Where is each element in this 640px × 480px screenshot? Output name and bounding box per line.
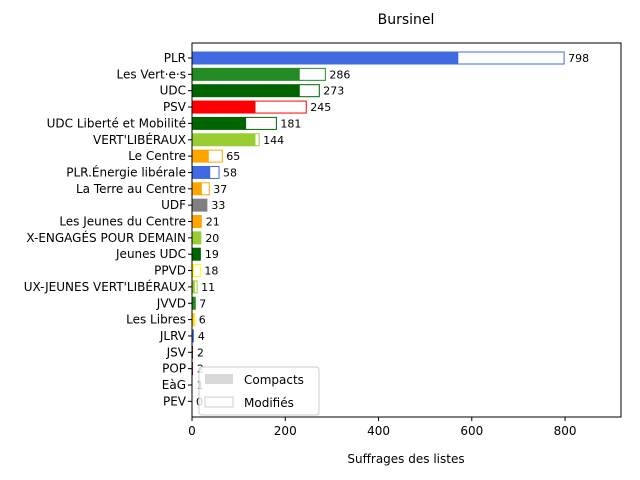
category-label-21: PEV	[163, 394, 187, 408]
bar-modifies-2	[298, 84, 320, 98]
bar-modifies-7	[209, 165, 220, 179]
bar-compacts-12	[192, 247, 201, 261]
x-axis: 0 200 400 600 800	[188, 417, 576, 438]
bar-modifies-5	[254, 133, 260, 147]
category-label-11: X-ENGAGÉS POUR DEMAIN	[26, 230, 186, 245]
bar-modifies-3	[254, 100, 307, 114]
x-axis-label: Suffrages des listes	[347, 452, 464, 466]
legend: Compacts Modifiés	[198, 366, 320, 416]
x-tick-label-4: 800	[554, 424, 577, 438]
bar-compacts-13	[192, 264, 194, 278]
bar-compacts-7	[192, 165, 210, 179]
category-label-15: JVVD	[156, 296, 186, 310]
x-tick-label-1: 200	[274, 424, 297, 438]
category-label-7: PLR.Énergie libérale	[66, 164, 186, 179]
labels-layer: PLR 798 Les Vert·e·s 286 UDC 273 PSV 245 UDC Lib…	[24, 51, 589, 408]
category-label-20: EàG	[162, 378, 186, 392]
bar-compacts-4	[192, 116, 246, 130]
category-label-14: UX-JEUNES VERT'LIBÉRAUX	[24, 279, 186, 294]
category-label-3: PSV	[163, 100, 187, 114]
value-label-14: 11	[201, 281, 215, 294]
category-label-19: POP	[162, 362, 186, 376]
bar-compacts-1	[192, 67, 300, 81]
bar-modifies-16	[192, 313, 196, 327]
plot-area-frame	[191, 42, 622, 418]
bar-modifies-8	[200, 182, 210, 196]
bar-compacts-0	[192, 51, 458, 65]
category-label-0: PLR	[164, 51, 186, 65]
bar-compacts-2	[192, 84, 300, 98]
value-label-6: 65	[226, 150, 240, 163]
category-label-17: JLRV	[159, 329, 187, 343]
bar-compacts-9	[192, 198, 208, 212]
value-label-1: 286	[329, 68, 350, 81]
bars-layer	[192, 51, 565, 392]
value-label-10: 21	[206, 216, 220, 229]
value-label-18: 2	[197, 346, 204, 359]
x-tick-label-2: 400	[367, 424, 390, 438]
category-label-10: Les Jeunes du Centre	[59, 215, 186, 229]
category-label-4: UDC Liberté et Mobilité	[47, 116, 186, 130]
category-label-13: PPVD	[154, 264, 186, 278]
bar-compacts-16	[192, 313, 194, 327]
category-label-6: Le Centre	[128, 149, 186, 163]
bar-compacts-14	[192, 280, 195, 294]
legend-swatch-modifies	[204, 396, 234, 408]
value-label-0: 798	[568, 52, 589, 65]
category-label-8: La Terre au Centre	[76, 182, 186, 196]
category-label-1: Les Vert·e·s	[117, 67, 187, 81]
bar-modifies-15	[193, 296, 196, 310]
value-label-8: 37	[213, 183, 227, 196]
bar-modifies-1	[298, 67, 326, 81]
value-label-5: 144	[263, 134, 284, 147]
category-label-16: Les Libres	[126, 313, 186, 327]
value-label-15: 7	[199, 297, 206, 310]
bar-compacts-15	[192, 296, 195, 310]
bar-modifies-6	[207, 149, 223, 163]
value-label-2: 273	[323, 85, 344, 98]
bar-modifies-13	[192, 264, 201, 278]
category-label-2: UDC	[160, 84, 186, 98]
legend-swatch-compacts	[205, 374, 233, 384]
category-label-12: Jeunes UDC	[115, 247, 186, 261]
value-label-17: 4	[198, 330, 205, 343]
value-label-11: 20	[205, 232, 219, 245]
category-label-18: JSV	[166, 345, 187, 359]
legend-label-compacts: Compacts	[244, 373, 304, 387]
bar-compacts-3	[192, 100, 255, 114]
x-tick-label-0: 0	[188, 424, 196, 438]
legend-label-modifies: Modifiés	[244, 396, 294, 410]
x-tick-label-3: 600	[460, 424, 483, 438]
category-label-9: UDF	[161, 198, 186, 212]
value-label-13: 18	[204, 265, 218, 278]
bar-modifies-0	[457, 51, 565, 65]
category-label-5: VERT'LIBÉRAUX	[93, 132, 186, 147]
chart-title: Bursinel	[378, 12, 435, 28]
bar-compacts-5	[192, 133, 255, 147]
value-label-12: 19	[205, 248, 219, 261]
value-label-3: 245	[310, 101, 331, 114]
value-label-4: 181	[280, 117, 301, 130]
bar-compacts-17	[192, 329, 194, 343]
value-label-7: 58	[223, 166, 237, 179]
bar-modifies-4	[245, 116, 277, 130]
bar-compacts-8	[192, 182, 202, 196]
bar-modifies-14	[193, 280, 198, 294]
bar-compacts-6	[192, 149, 209, 163]
bar-compacts-11	[192, 231, 202, 245]
value-label-9: 33	[211, 199, 225, 212]
value-label-16: 6	[199, 314, 206, 327]
bar-compacts-10	[192, 215, 202, 228]
